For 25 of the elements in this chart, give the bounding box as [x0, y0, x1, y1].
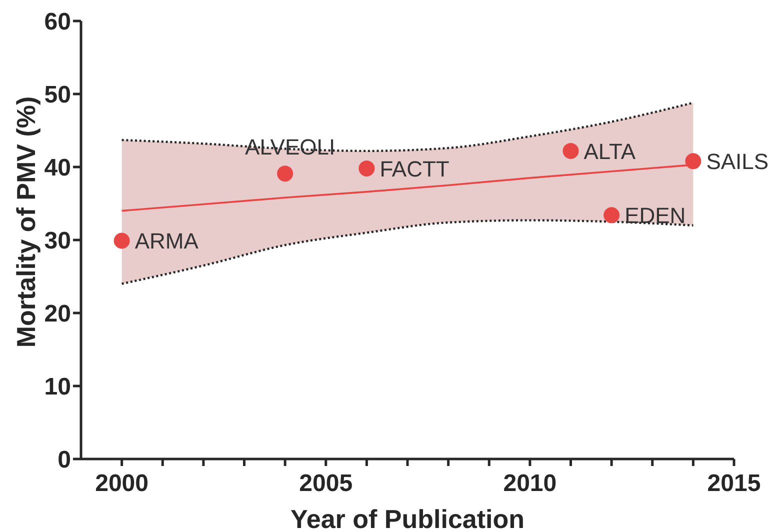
data-label: ARMA	[134, 228, 199, 254]
x-tick-label: 2015	[707, 470, 761, 498]
x-tick-label: 2000	[95, 470, 149, 498]
y-axis-title: Mortality of PMV (%)	[11, 96, 41, 348]
x-tick-label: 2005	[299, 470, 353, 498]
y-tick-label: 50	[44, 82, 71, 109]
point	[358, 160, 375, 176]
point	[277, 166, 294, 182]
x-axis-title: Year of Publication	[290, 504, 525, 531]
point	[604, 207, 620, 224]
point	[114, 232, 130, 249]
data-label: SAILS	[706, 149, 769, 174]
y-tick-label: 0	[58, 446, 71, 474]
data-label: ALTA	[584, 138, 636, 164]
y-tick-label: 30	[44, 228, 71, 255]
y-tick-label: 20	[44, 300, 71, 328]
data-label: FACTT	[380, 156, 450, 182]
data-label: ALVEOLI	[245, 134, 336, 160]
y-tick-label: 60	[44, 8, 71, 36]
x-tick-label: 2010	[503, 470, 557, 498]
data-label: EDEN	[624, 203, 686, 228]
point	[562, 142, 579, 159]
point	[685, 153, 702, 170]
y-tick-label: 40	[44, 154, 71, 182]
y-tick-label: 10	[44, 374, 71, 401]
